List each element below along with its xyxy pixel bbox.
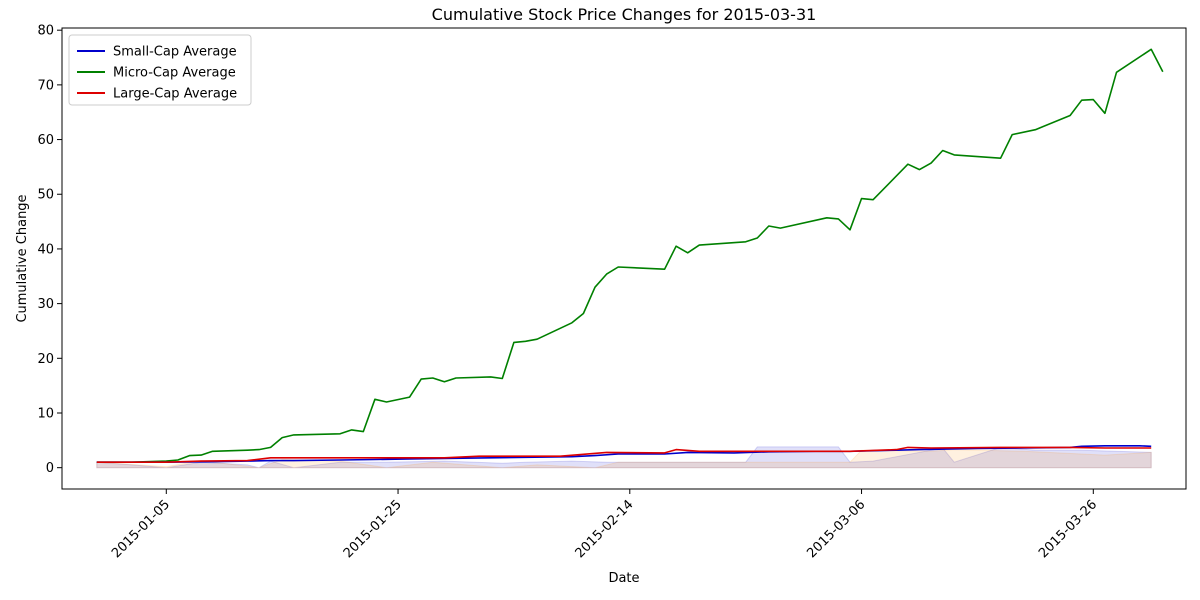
- y-tick-label: 50: [37, 188, 54, 203]
- x-axis-title: Date: [608, 571, 639, 586]
- x-tick-label: 2015-03-06: [804, 497, 868, 561]
- shaded-band-2: [96, 449, 1152, 469]
- y-tick-label: 30: [37, 297, 54, 312]
- x-tick-label: 2015-02-14: [573, 497, 637, 561]
- x-axis: 2015-01-05 2015-01-25 2015-02-14 2015-03-06…: [109, 489, 1100, 561]
- y-axis: 0 10 20 30 40 50 60 70 80: [37, 24, 62, 476]
- plot-area-frame: [61, 27, 1187, 490]
- y-axis-title: Cumulative Change: [15, 194, 30, 322]
- y-tick-label: 0: [46, 461, 54, 476]
- y-tick-label: 70: [37, 78, 54, 93]
- x-tick-label: 2015-01-05: [109, 497, 173, 561]
- series-lines: [96, 48, 1164, 464]
- series-line-micro-cap-average: [96, 48, 1164, 464]
- y-tick-label: 20: [37, 352, 54, 367]
- shaded-bands: [96, 446, 1152, 469]
- x-tick-label: 2015-03-26: [1036, 497, 1100, 561]
- x-tick-label: 2015-01-25: [341, 497, 405, 561]
- y-tick-label: 80: [37, 24, 54, 39]
- legend: Small-Cap Average Micro-Cap Average Large-…: [68, 34, 252, 106]
- y-tick-label: 10: [37, 406, 54, 421]
- legend-label: Small-Cap Average: [113, 45, 237, 60]
- legend-label: Micro-Cap Average: [113, 66, 236, 81]
- legend-label: Large-Cap Average: [113, 87, 237, 102]
- y-tick-label: 40: [37, 242, 54, 257]
- shaded-band-1: [96, 446, 1152, 469]
- chart-title: Cumulative Stock Price Changes for 2015-…: [432, 5, 817, 24]
- series-line-large-cap-average: [96, 446, 1152, 464]
- y-tick-label: 60: [37, 133, 54, 148]
- legend-box: [68, 34, 252, 106]
